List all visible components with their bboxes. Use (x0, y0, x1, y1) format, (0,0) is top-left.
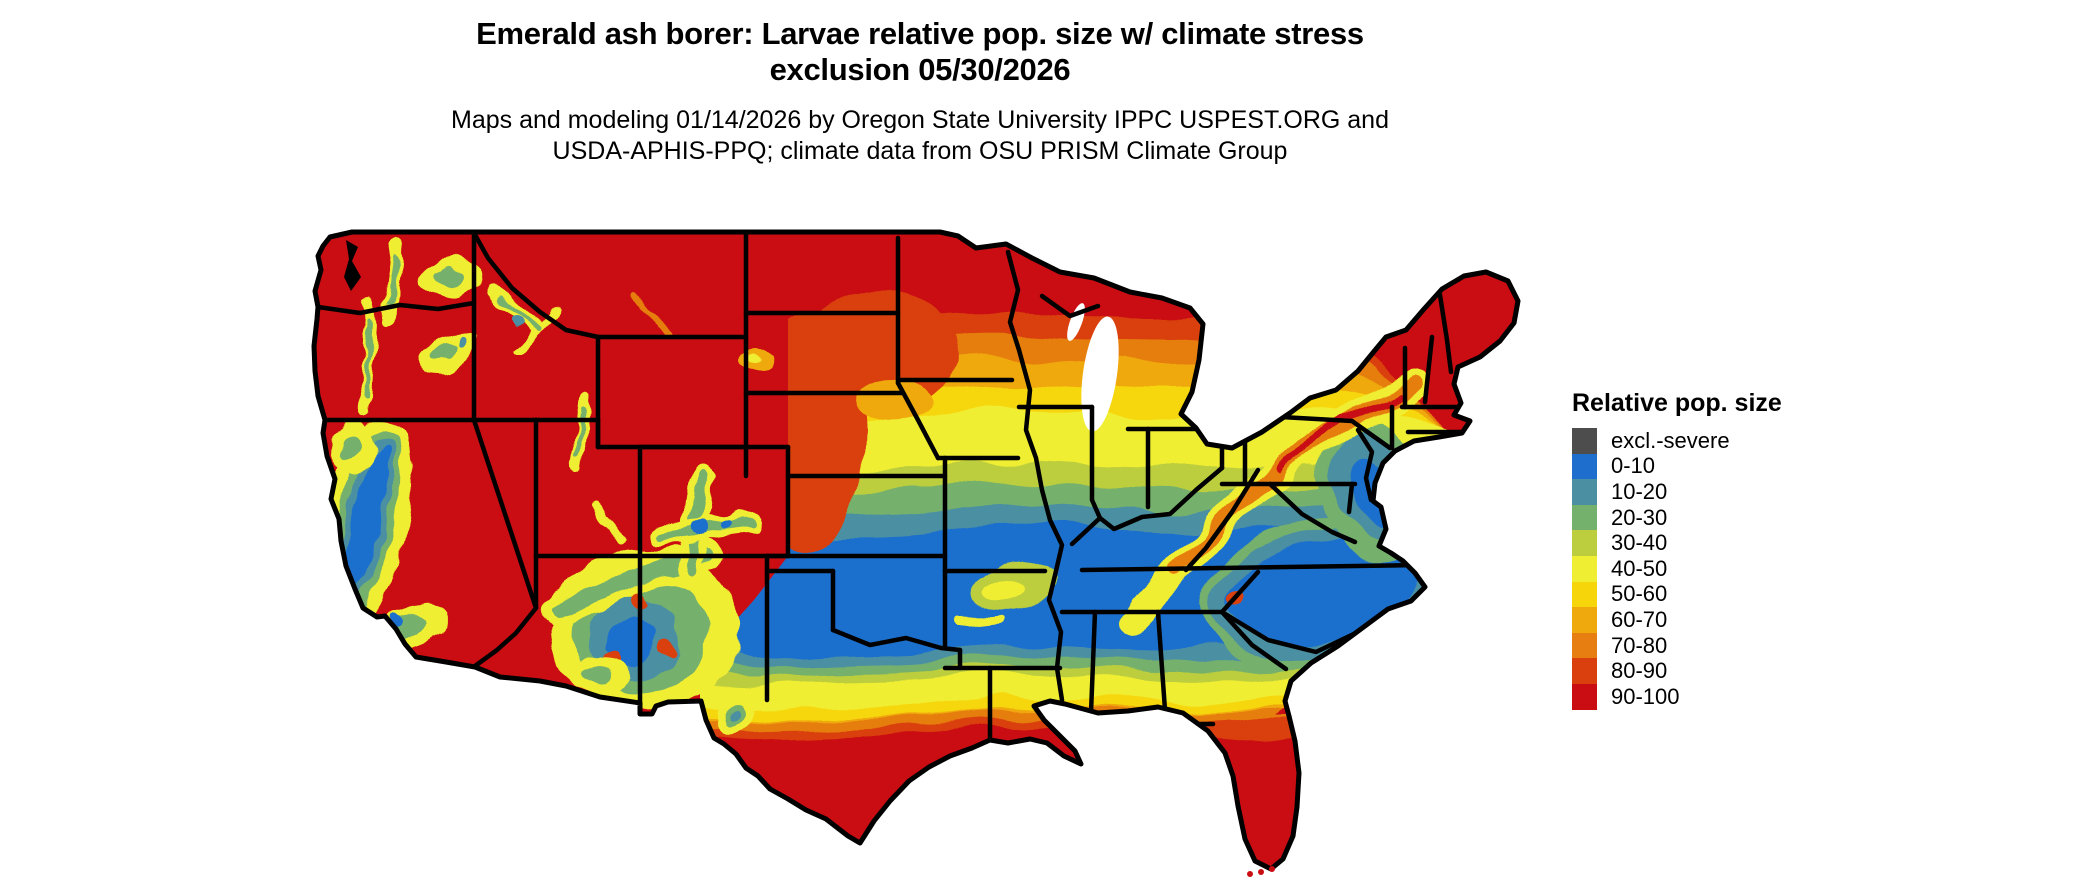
map-title-line2: exclusion 05/30/2026 (769, 52, 1071, 87)
legend-item-label: 10-20 (1611, 478, 1668, 504)
legend-item-label: 80-90 (1611, 658, 1668, 684)
patch-dakotas-amber (855, 380, 931, 420)
florida-keys (1247, 866, 1275, 877)
legend-swatch (1572, 479, 1597, 505)
legend-item: 80-90 (1572, 658, 1782, 684)
lake-michigan (1081, 316, 1119, 432)
legend-swatch (1572, 581, 1597, 608)
header: Emerald ash borer: Larvae relative pop. … (0, 16, 1840, 167)
legend-item: 40-50 (1572, 556, 1782, 582)
patch-aznm-r2 (661, 641, 675, 655)
state-borders (315, 232, 1465, 745)
map-raster-field (314, 232, 1518, 869)
legend-item: 10-20 (1572, 479, 1782, 505)
patch-seaz-g (586, 668, 610, 684)
legend-item: 50-60 (1572, 581, 1782, 608)
patch-id-g (497, 295, 543, 333)
legend-item-label: 50-60 (1611, 581, 1668, 607)
legend-item: 60-70 (1572, 607, 1782, 633)
patch-sawtooth-t (509, 316, 521, 328)
patch-sco-b1 (695, 520, 709, 534)
patch-davis-t (732, 711, 742, 721)
patch-valley-blue (345, 443, 387, 601)
patch-socal-b (393, 617, 403, 627)
legend-item-label: 0-10 (1611, 453, 1656, 479)
legend-item: 20-30 (1572, 505, 1782, 531)
legend-item-label: 30-40 (1611, 530, 1668, 556)
legend-item: excl.-severe (1572, 428, 1782, 454)
us-outline (311, 229, 1521, 872)
legend-item: 90-100 (1572, 684, 1782, 710)
legend-item: 30-40 (1572, 530, 1782, 556)
patch-sco-b2 (723, 519, 733, 529)
map-title-line1: Emerald ash borer: Larvae relative pop. … (476, 16, 1364, 51)
legend-item-label: 60-70 (1611, 606, 1668, 632)
map-subtitle: Maps and modeling 01/14/2026 by Oregon S… (0, 105, 1840, 167)
patch-bluemtns-g (433, 341, 457, 359)
legend-item-label: 20-30 (1611, 504, 1668, 530)
map-subtitle-line2: USDA-APHIS-PPQ; climate data from OSU PR… (552, 137, 1288, 165)
legend-swatch (1572, 632, 1597, 659)
patch-sut-y (587, 500, 627, 545)
legend-item: 70-80 (1572, 633, 1782, 659)
legend-item: 0-10 (1572, 453, 1782, 480)
patch-ouachita (958, 616, 1008, 629)
patch-blackhills-y (749, 352, 761, 364)
patch-mt-o (631, 293, 669, 339)
legend-swatch (1572, 530, 1597, 556)
legend-swatch (1572, 683, 1597, 710)
puget-sound (344, 240, 361, 291)
patch-or-cascades-g (363, 317, 372, 398)
patch-wa-cascades-g (387, 255, 398, 308)
patch-klamath-g (340, 437, 360, 463)
legend-swatch (1572, 607, 1597, 633)
patch-wasatch-g (574, 405, 585, 455)
patch-newa-g (434, 267, 462, 285)
legend-swatch (1572, 555, 1597, 582)
legend-item-label: 70-80 (1611, 632, 1668, 658)
legend-swatch (1572, 428, 1597, 454)
legend-item-label: 40-50 (1611, 555, 1668, 581)
legend-swatch (1572, 504, 1597, 531)
legend-swatch (1572, 658, 1597, 684)
patch-aznm-b (604, 616, 656, 668)
legend-item-label: excl.-severe (1611, 427, 1730, 453)
legend-title: Relative pop. size (1572, 389, 1782, 417)
legend: Relative pop. size excl.-severe 0-10 10-… (1572, 389, 1782, 710)
map-subtitle-line1: Maps and modeling 01/14/2026 by Oregon S… (451, 106, 1389, 134)
legend-swatch (1572, 453, 1597, 480)
patch-wallowa-t (457, 335, 467, 345)
patch-ozark-y (980, 576, 1020, 600)
legend-item-label: 90-100 (1611, 683, 1680, 709)
legend-items: excl.-severe 0-10 10-20 20-30 30-40 40-5… (1572, 428, 1782, 710)
